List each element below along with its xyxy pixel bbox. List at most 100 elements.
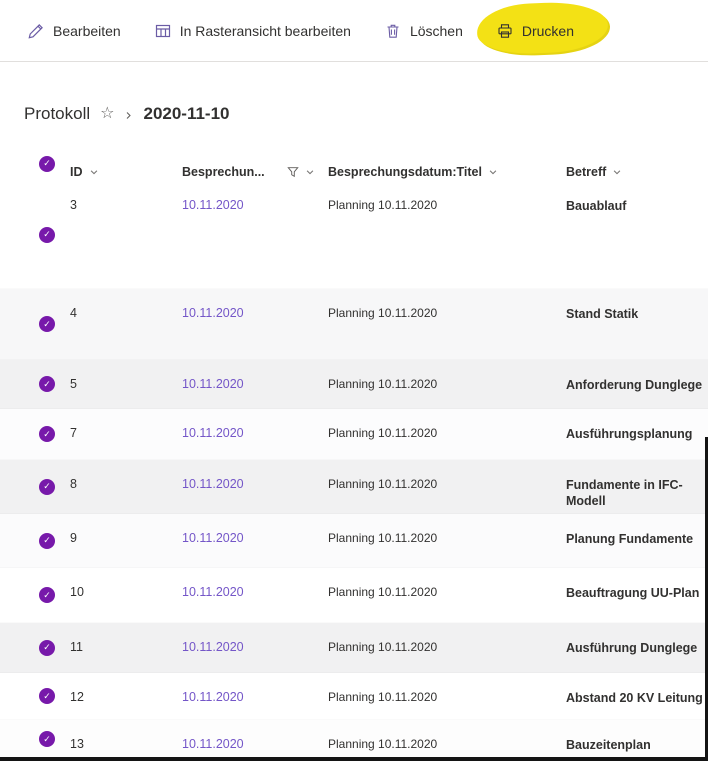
cell-besprechungsdatum-link[interactable]: 10.11.2020 (182, 737, 244, 751)
print-button-label: Drucken (521, 22, 575, 39)
print-button-highlight-area: Drucken (475, 0, 610, 56)
cell-besprechungsdatum-link[interactable]: 10.11.2020 (182, 585, 244, 599)
cell-betreff: Fundamente in IFC-Modell (566, 478, 683, 508)
cell-besprechungsdatum-titel: Planning 10.11.2020 (328, 531, 438, 545)
table-row[interactable]: ✓ 4 10.11.2020 Planning 10.11.2020 Stand… (0, 289, 708, 360)
screen-edge-artifact-right (705, 437, 708, 761)
edit-button[interactable]: Bearbeiten (24, 17, 125, 45)
cell-besprechungsdatum-link[interactable]: 10.11.2020 (182, 640, 244, 654)
table-row[interactable]: ✓ 5 10.11.2020 Planning 10.11.2020 Anfor… (0, 360, 708, 409)
chevron-right-icon (124, 111, 133, 120)
cell-besprechungsdatum-titel: Planning 10.11.2020 (328, 426, 438, 440)
column-header-besprechungsdatum[interactable]: Besprechun... (182, 148, 328, 179)
cell-besprechungsdatum-link[interactable]: 10.11.2020 (182, 377, 244, 391)
printer-icon (497, 23, 513, 39)
row-check-cell: ✓ (24, 688, 70, 704)
row-checkbox[interactable]: ✓ (39, 587, 55, 603)
table-row[interactable]: ✓ 12 10.11.2020 Planning 10.11.2020 Abst… (0, 673, 708, 720)
row-checkbox[interactable]: ✓ (39, 532, 55, 549)
row-check-cell: ✓ (24, 316, 70, 332)
breadcrumb: Protokoll ☆ 2020-11-10 (0, 100, 708, 128)
chevron-down-icon (89, 167, 99, 177)
table-row[interactable]: ✓ 13 10.11.2020 Planning 10.11.2020 Bauz… (0, 720, 708, 759)
cell-id: 13 (70, 737, 84, 751)
command-bar: Bearbeiten In Rasteransicht bearbeiten L… (0, 0, 708, 62)
row-checkbox[interactable]: ✓ (39, 639, 55, 656)
cell-besprechungsdatum-link[interactable]: 10.11.2020 (182, 198, 244, 212)
row-checkbox[interactable]: ✓ (39, 316, 55, 332)
cell-besprechungsdatum-titel: Planning 10.11.2020 (328, 198, 438, 212)
row-check-cell: ✓ (24, 587, 70, 603)
chevron-down-icon (305, 167, 315, 177)
edit-in-grid-view-button[interactable]: In Rasteransicht bearbeiten (151, 17, 355, 45)
cell-besprechungsdatum-titel: Planning 10.11.2020 (328, 306, 438, 320)
delete-button-label: Löschen (409, 22, 463, 39)
breadcrumb-list-title[interactable]: Protokoll (24, 104, 91, 123)
edit-in-grid-view-label: In Rasteransicht bearbeiten (179, 22, 351, 39)
column-header-id-label: ID (70, 165, 83, 179)
table-header-row: ✓ ID Besprechun... Besprechungsdatum:Tit… (0, 146, 708, 181)
row-checkbox[interactable]: ✓ (39, 376, 55, 392)
cell-betreff: Ausführung Dunglege (566, 641, 698, 655)
print-button[interactable]: Drucken (493, 17, 578, 45)
screen-edge-artifact-bottom (0, 757, 708, 761)
row-checkbox[interactable]: ✓ (39, 731, 55, 747)
table-row[interactable]: ✓ 9 10.11.2020 Planning 10.11.2020 Planu… (0, 514, 708, 568)
column-header-betreff-label: Betreff (566, 165, 607, 179)
cell-besprechungsdatum-link[interactable]: 10.11.2020 (182, 690, 244, 704)
cell-besprechungsdatum-link[interactable]: 10.11.2020 (182, 531, 244, 545)
cell-id: 7 (70, 426, 77, 440)
cell-besprechungsdatum-link[interactable]: 10.11.2020 (182, 426, 244, 440)
cell-id: 11 (70, 640, 83, 654)
row-check-cell: ✓ (24, 426, 70, 442)
cell-id: 9 (70, 531, 77, 545)
column-header-id[interactable]: ID (70, 148, 182, 179)
cell-betreff: Beauftragung UU-Plan (566, 586, 700, 600)
cell-besprechungsdatum-link[interactable]: 10.11.2020 (182, 477, 244, 491)
row-checkbox[interactable]: ✓ (39, 688, 55, 704)
star-icon[interactable]: ☆ (100, 105, 115, 122)
cell-id: 8 (70, 477, 77, 491)
row-check-cell: ✓ (24, 731, 70, 747)
cell-besprechungsdatum-titel: Planning 10.11.2020 (328, 377, 438, 391)
cell-id: 3 (70, 198, 77, 212)
cell-id: 4 (70, 306, 77, 320)
cell-besprechungsdatum-link[interactable]: 10.11.2020 (182, 306, 244, 320)
row-check-cell: ✓ (24, 639, 70, 656)
cell-id: 12 (70, 690, 84, 704)
row-checkbox[interactable]: ✓ (39, 426, 55, 442)
cell-betreff: Ausführungsplanung (566, 427, 693, 441)
row-checkbox[interactable]: ✓ (39, 226, 55, 243)
column-header-besprechungsdatum-titel[interactable]: Besprechungsdatum:Titel (328, 148, 566, 179)
table-row[interactable]: ✓ 7 10.11.2020 Planning 10.11.2020 Ausfü… (0, 409, 708, 460)
column-header-besprechungsdatum-titel-label: Besprechungsdatum:Titel (328, 165, 482, 179)
trash-icon (385, 23, 401, 39)
table-row[interactable]: ✓ 3 10.11.2020 Planning 10.11.2020 Bauab… (0, 181, 708, 289)
select-all-checkbox[interactable]: ✓ (39, 155, 55, 172)
cell-besprechungsdatum-titel: Planning 10.11.2020 (328, 690, 438, 704)
cell-betreff: Stand Statik (566, 307, 639, 321)
table-row[interactable]: ✓ 8 10.11.2020 Planning 10.11.2020 Funda… (0, 460, 708, 514)
column-header-besprechungsdatum-label: Besprechun... (182, 165, 265, 179)
table-row[interactable]: ✓ 11 10.11.2020 Planning 10.11.2020 Ausf… (0, 623, 708, 673)
breadcrumb-current-item: 2020-11-10 (143, 104, 230, 123)
cell-id: 5 (70, 377, 77, 391)
grid-icon (155, 23, 171, 39)
delete-button[interactable]: Löschen (381, 17, 467, 45)
row-check-cell: ✓ (24, 376, 70, 392)
column-header-betreff[interactable]: Betreff (566, 148, 708, 179)
row-checkbox[interactable]: ✓ (39, 478, 55, 495)
cell-id: 10 (70, 585, 84, 599)
cell-betreff: Planung Fundamente (566, 532, 694, 546)
cell-besprechungsdatum-titel: Planning 10.11.2020 (328, 477, 438, 491)
list-table: ✓ ID Besprechun... Besprechungsdatum:Tit… (0, 146, 708, 759)
cell-besprechungsdatum-titel: Planning 10.11.2020 (328, 737, 438, 751)
chevron-down-icon (488, 167, 498, 177)
row-check-cell: ✓ (24, 478, 70, 495)
cell-betreff: Anforderung Dunglege (566, 378, 703, 392)
cell-besprechungsdatum-titel: Planning 10.11.2020 (328, 585, 438, 599)
row-check-cell: ✓ (24, 532, 70, 549)
table-row[interactable]: ✓ 10 10.11.2020 Planning 10.11.2020 Beau… (0, 568, 708, 623)
cell-besprechungsdatum-titel: Planning 10.11.2020 (328, 640, 438, 654)
